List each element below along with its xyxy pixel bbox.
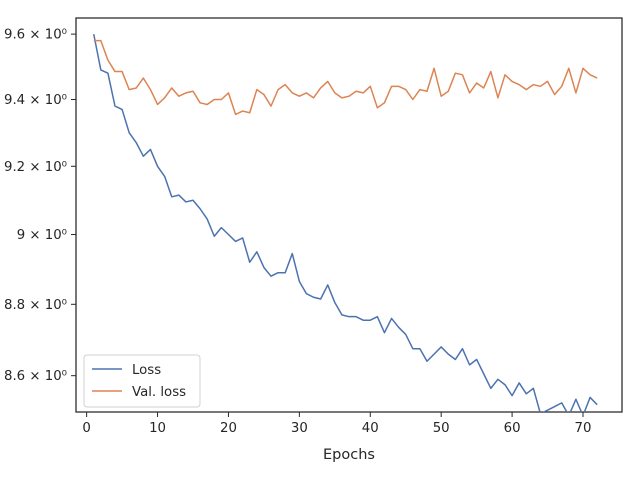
- y-tick-label: 9 × 10⁰: [17, 228, 67, 243]
- series-line-val-loss: [93, 39, 598, 116]
- x-axis-label: Epochs: [323, 447, 375, 463]
- legend-label-loss: Loss: [132, 363, 161, 378]
- y-tick-label: 9.6 × 10⁰: [4, 28, 67, 43]
- legend: Loss Val. loss: [83, 354, 201, 408]
- x-tick-label: 60: [504, 421, 521, 436]
- series-line-loss: [92, 33, 598, 412]
- x-tick-label: 40: [362, 421, 379, 436]
- x-tick-label: 50: [433, 421, 450, 436]
- axes-frame: [75, 17, 623, 413]
- plot-area: 0 10 20 30 40 50 60 70 8.6 × 10⁰ 8.8 × 10⁰ 9 × 10⁰…: [4, 17, 623, 436]
- legend-box: [83, 354, 201, 408]
- x-tick-label: 70: [575, 421, 592, 436]
- y-tick-label: 8.6 × 10⁰: [4, 369, 67, 384]
- y-tick-label: 9.4 × 10⁰: [4, 93, 67, 108]
- y-tick-label: 9.2 × 10⁰: [4, 160, 67, 175]
- x-tick-label: 30: [291, 421, 308, 436]
- legend-label-val-loss: Val. loss: [132, 385, 186, 400]
- y-tick-label: 8.8 × 10⁰: [4, 298, 67, 313]
- x-tick-label: 10: [149, 421, 166, 436]
- x-tick-label: 0: [82, 421, 90, 436]
- x-tick-label: 20: [220, 421, 237, 436]
